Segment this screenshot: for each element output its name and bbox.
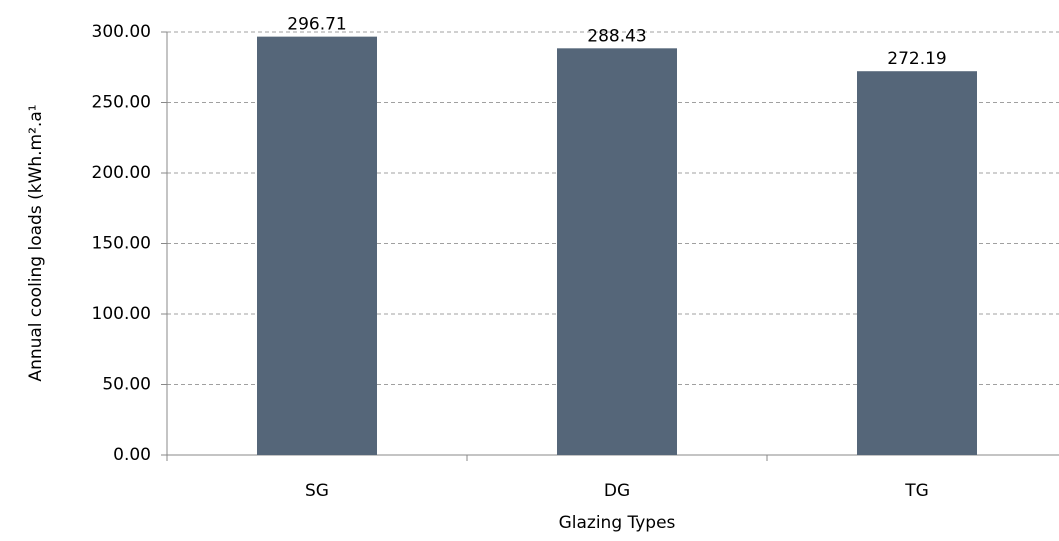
x-axis-title: Glazing Types bbox=[559, 513, 676, 533]
value-label: 296.71 bbox=[287, 15, 346, 35]
x-tick-label: DG bbox=[604, 481, 630, 501]
y-tick-label: 0.00 bbox=[113, 445, 151, 465]
value-label: 288.43 bbox=[587, 26, 646, 46]
y-tick-label: 200.00 bbox=[92, 163, 151, 183]
value-label: 272.19 bbox=[887, 49, 946, 69]
bar bbox=[557, 48, 677, 456]
y-axis-title: Annual cooling loads (kWh.m².a¹ bbox=[26, 104, 46, 381]
bar bbox=[857, 71, 977, 455]
x-tick-label: TG bbox=[904, 481, 929, 501]
y-tick-label: 300.00 bbox=[92, 22, 151, 42]
y-tick-label: 150.00 bbox=[92, 234, 151, 254]
bar bbox=[257, 36, 377, 455]
x-tick-label: SG bbox=[305, 481, 329, 501]
y-tick-label: 100.00 bbox=[92, 304, 151, 324]
y-tick-label: 250.00 bbox=[92, 93, 151, 113]
y-tick-label: 50.00 bbox=[102, 375, 151, 395]
